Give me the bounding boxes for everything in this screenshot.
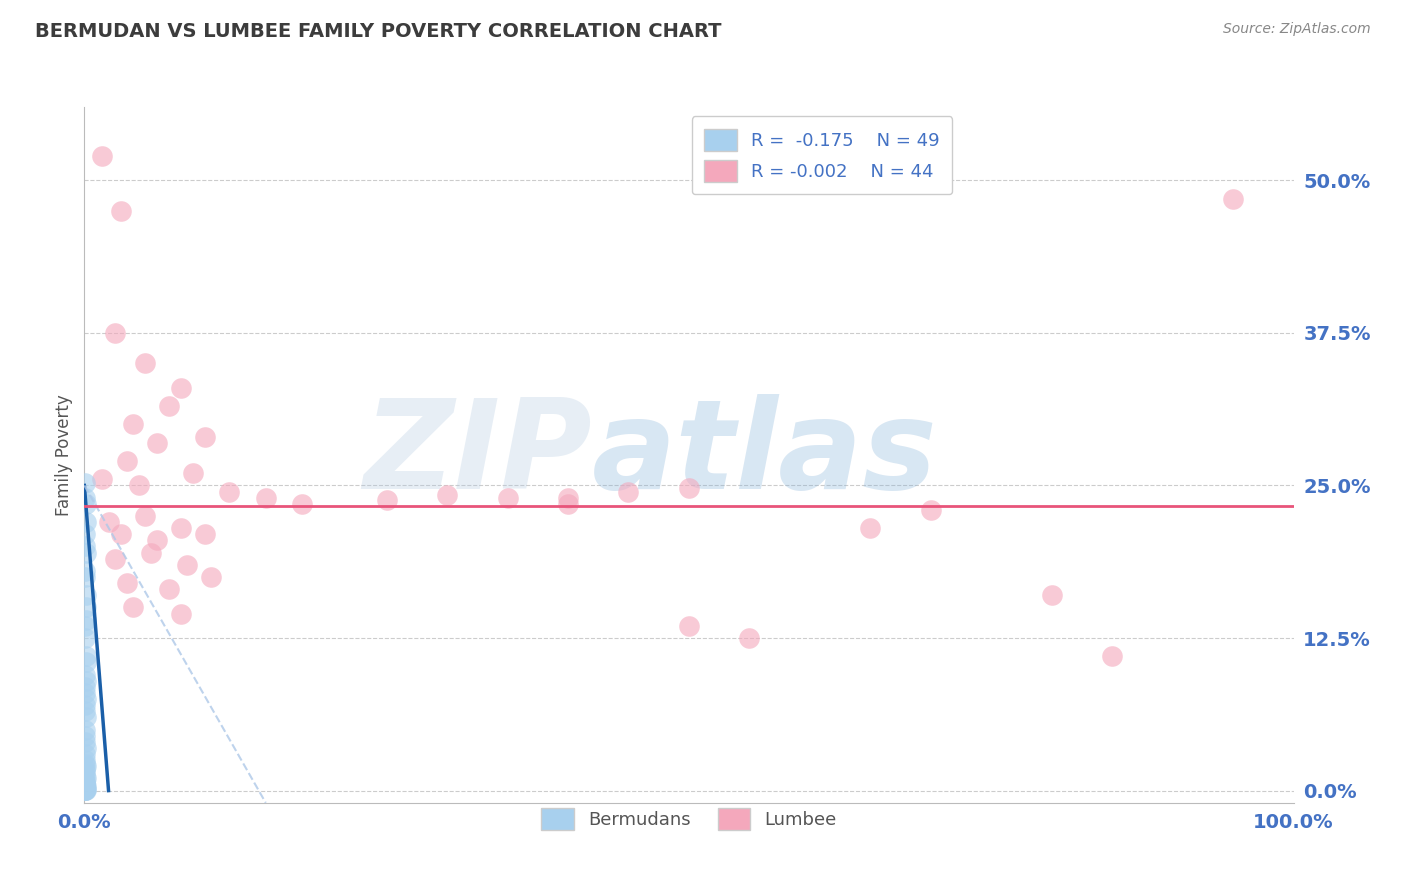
Point	[75, 759, 97, 773]
Point	[678, 481, 700, 495]
Point	[75, 782, 97, 797]
Point	[75, 540, 97, 554]
Point	[75, 729, 97, 743]
Point	[678, 619, 700, 633]
Point	[73, 780, 96, 794]
Point	[375, 493, 398, 508]
Point	[73, 773, 96, 788]
Point	[181, 467, 204, 481]
Point	[104, 551, 127, 566]
Point	[194, 429, 217, 443]
Point	[436, 488, 458, 502]
Legend: Bermudans, Lumbee: Bermudans, Lumbee	[529, 795, 849, 842]
Point	[170, 607, 193, 621]
Point	[75, 769, 97, 783]
Text: ZIP: ZIP	[364, 394, 592, 516]
Point	[859, 521, 882, 535]
Point	[75, 564, 97, 578]
Point	[91, 472, 114, 486]
Point	[75, 613, 97, 627]
Point	[170, 521, 193, 535]
Point	[73, 762, 96, 776]
Point	[110, 203, 132, 218]
Point	[73, 783, 96, 797]
Point	[91, 149, 114, 163]
Y-axis label: Family Poverty: Family Poverty	[55, 394, 73, 516]
Point	[1101, 649, 1123, 664]
Point	[176, 558, 198, 572]
Point	[75, 782, 97, 797]
Point	[557, 491, 579, 505]
Point	[194, 527, 217, 541]
Point	[75, 515, 97, 529]
Point	[75, 783, 97, 797]
Point	[73, 619, 96, 633]
Point	[75, 692, 97, 706]
Point	[121, 417, 143, 432]
Point	[291, 497, 314, 511]
Point	[146, 435, 169, 450]
Point	[617, 484, 640, 499]
Point	[134, 356, 156, 370]
Point	[157, 399, 180, 413]
Point	[75, 631, 97, 645]
Point	[97, 515, 120, 529]
Point	[75, 491, 97, 505]
Point	[75, 570, 97, 584]
Point	[738, 631, 761, 645]
Point	[557, 497, 579, 511]
Point	[139, 545, 162, 559]
Point	[75, 772, 97, 786]
Text: atlas: atlas	[592, 394, 938, 516]
Point	[134, 508, 156, 523]
Point	[920, 503, 942, 517]
Point	[75, 649, 97, 664]
Point	[75, 753, 97, 767]
Point	[1040, 588, 1063, 602]
Point	[75, 656, 97, 670]
Point	[75, 710, 97, 724]
Point	[200, 570, 222, 584]
Point	[170, 381, 193, 395]
Point	[75, 740, 97, 755]
Point	[75, 527, 97, 541]
Point	[75, 600, 97, 615]
Point	[496, 491, 519, 505]
Point	[75, 781, 97, 796]
Point	[1222, 192, 1244, 206]
Point	[75, 781, 97, 796]
Point	[75, 545, 97, 559]
Point	[75, 673, 97, 688]
Point	[75, 698, 97, 713]
Point	[75, 497, 97, 511]
Point	[110, 527, 132, 541]
Point	[75, 735, 97, 749]
Point	[115, 576, 138, 591]
Point	[146, 533, 169, 548]
Text: Source: ZipAtlas.com: Source: ZipAtlas.com	[1223, 22, 1371, 37]
Point	[218, 484, 240, 499]
Point	[75, 704, 97, 718]
Point	[73, 686, 96, 700]
Point	[73, 475, 96, 490]
Point	[104, 326, 127, 340]
Point	[75, 588, 97, 602]
Point	[75, 756, 97, 771]
Point	[75, 779, 97, 793]
Point	[75, 783, 97, 797]
Point	[121, 600, 143, 615]
Point	[75, 765, 97, 780]
Text: BERMUDAN VS LUMBEE FAMILY POVERTY CORRELATION CHART: BERMUDAN VS LUMBEE FAMILY POVERTY CORREL…	[35, 22, 721, 41]
Point	[75, 680, 97, 694]
Point	[157, 582, 180, 597]
Point	[75, 776, 97, 790]
Point	[75, 667, 97, 681]
Point	[254, 491, 277, 505]
Point	[115, 454, 138, 468]
Point	[73, 723, 96, 737]
Point	[75, 777, 97, 791]
Point	[73, 747, 96, 761]
Point	[128, 478, 150, 492]
Point	[73, 782, 96, 797]
